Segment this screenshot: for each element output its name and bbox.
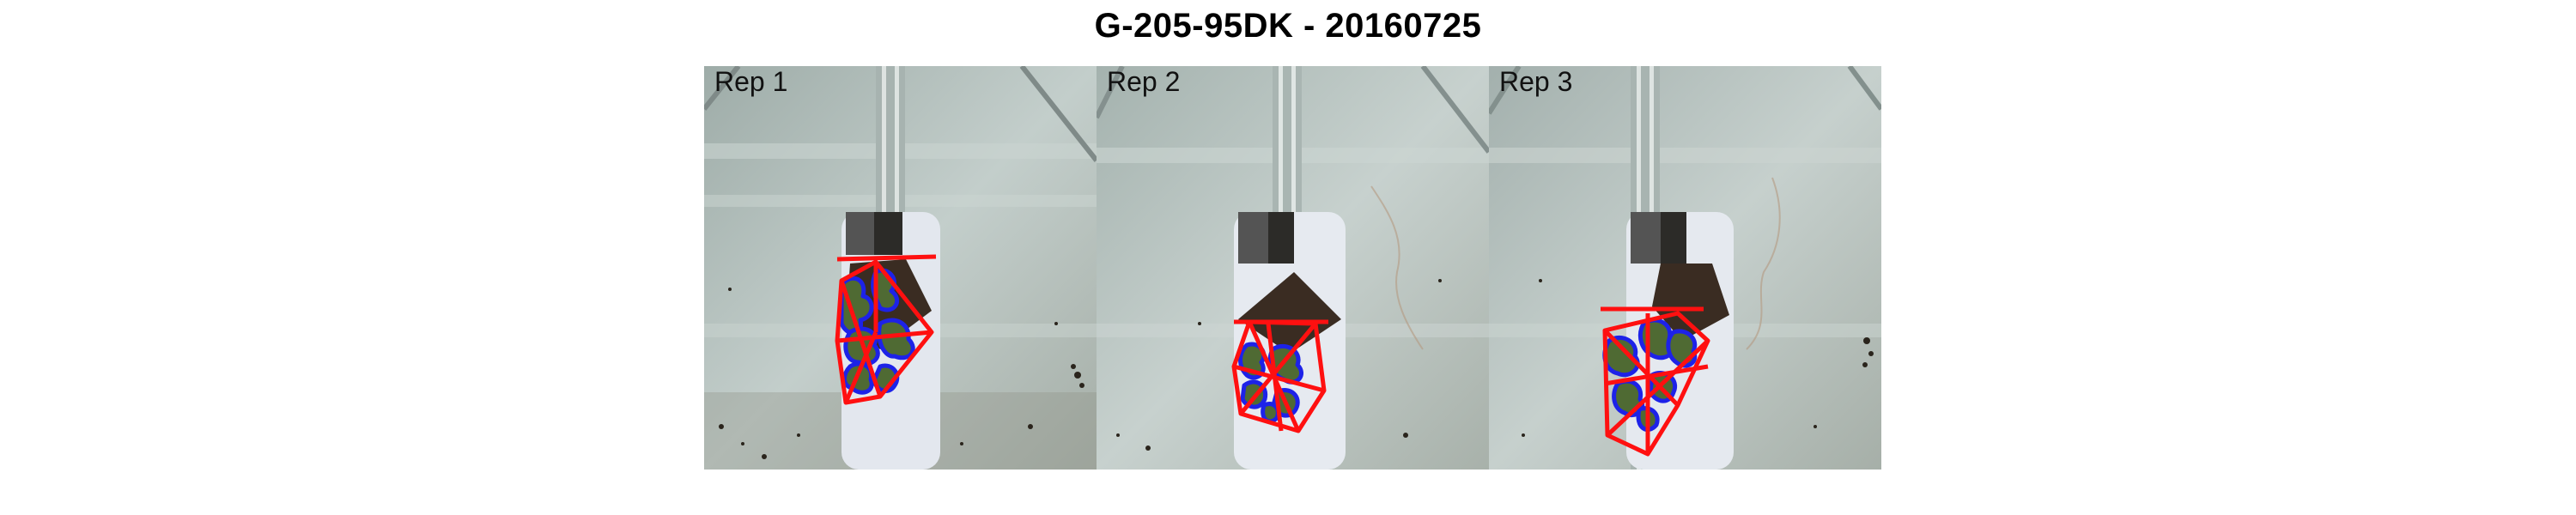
image-panels: Rep 1 [704, 66, 1881, 470]
rep-label: Rep 3 [1499, 66, 1573, 97]
panel-rep-3: Rep 3 [1489, 66, 1881, 470]
figure-title: G-205-95DK - 20160725 [1094, 7, 1482, 45]
panel-rep-1: Rep 1 [704, 66, 1097, 470]
rep-label: Rep 1 [714, 66, 788, 97]
rep-label: Rep 2 [1107, 66, 1181, 97]
plant-photo-rep-1 [704, 66, 1097, 470]
panel-rep-2: Rep 2 [1097, 66, 1489, 470]
plant-photo-rep-3 [1489, 66, 1881, 470]
plant-photo-rep-2 [1097, 66, 1489, 470]
